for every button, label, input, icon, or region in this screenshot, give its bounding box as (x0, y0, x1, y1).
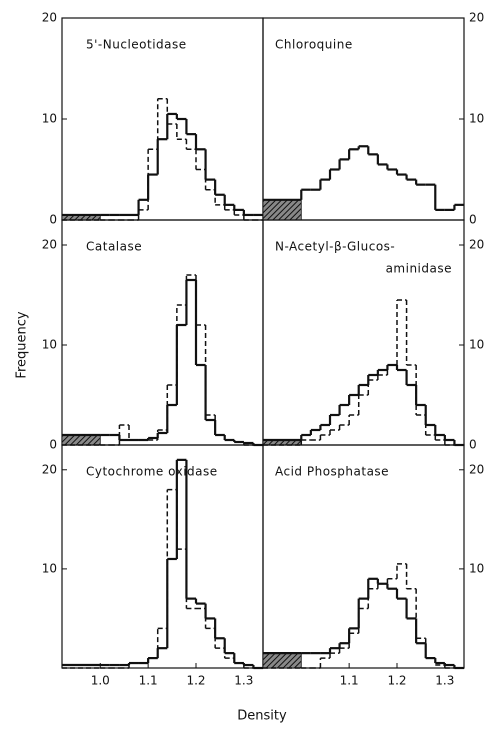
y-tick-label: 20 (469, 462, 484, 476)
y-tick-label: 0 (469, 438, 477, 452)
y-tick-label: 10 (42, 561, 57, 575)
y-tick-label: 10 (469, 338, 484, 352)
y-tick-label: 0 (49, 213, 57, 227)
x-tick-label: 1.1 (139, 674, 158, 688)
y-tick-label: 10 (42, 338, 57, 352)
hatched-bar (262, 652, 302, 669)
y-tick-label: 0 (469, 213, 477, 227)
panel-title: N-Acetyl-β-Glucos- (275, 240, 395, 254)
x-axis-label: Density (237, 709, 287, 724)
y-tick-label: 10 (469, 112, 484, 126)
panel-title: Chloroquine (275, 38, 353, 52)
y-tick-label: 20 (42, 238, 57, 252)
x-tick-label: 1.3 (435, 674, 454, 688)
y-tick-label: 20 (42, 462, 57, 476)
panel-frame (262, 219, 465, 446)
y-tick-label: 20 (469, 238, 484, 252)
y-tick-label: 20 (42, 11, 57, 25)
panel-title: aminidase (386, 262, 452, 276)
x-tick-label: 1.1 (340, 674, 359, 688)
y-tick-label: 10 (42, 112, 57, 126)
x-tick-label: 1.3 (234, 674, 253, 688)
y-tick-label: 10 (469, 561, 484, 575)
y-tick-label: 20 (469, 11, 484, 25)
y-tick-label: 0 (49, 438, 57, 452)
x-tick-label: 1.0 (91, 674, 110, 688)
panel-title: Catalase (86, 240, 142, 254)
panel-title: Acid Phosphatase (275, 465, 389, 479)
panel-frame (61, 219, 264, 446)
x-tick-label: 1.2 (186, 674, 205, 688)
x-tick-label: 1.2 (387, 674, 406, 688)
y-axis-label: Frequency (15, 311, 30, 378)
hatched-bar (61, 434, 101, 446)
panel-frame (262, 444, 465, 669)
panel-title: 5'-Nucleotidase (86, 38, 187, 52)
panel-title: Cytochrome oxidase (86, 465, 218, 479)
hatched-bar (262, 199, 302, 221)
